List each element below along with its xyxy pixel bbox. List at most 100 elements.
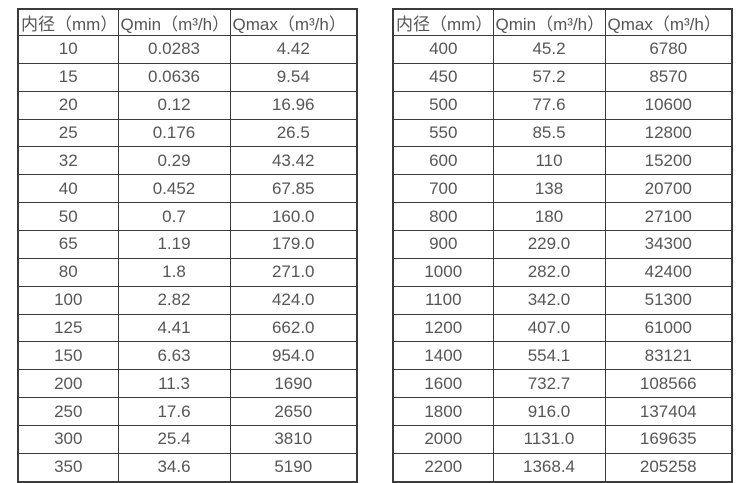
table-row: 2200 1368.4 205258	[392, 452, 733, 483]
table-cell: 67.85	[229, 174, 358, 204]
header-cell: Qmin（m³/h）	[492, 8, 606, 36]
table-cell: 407.0	[492, 313, 606, 343]
table-cell: 50	[17, 202, 119, 232]
table-cell: 100	[17, 285, 119, 315]
table-cell: 0.0283	[117, 35, 231, 64]
table-cell: 662.0	[229, 313, 358, 343]
table-row: 40 0.452 67.85	[17, 174, 358, 204]
table-cell: 800	[392, 202, 494, 232]
table-cell: 6.63	[117, 341, 231, 371]
table-cell: 42400	[604, 257, 733, 287]
table-cell: 25	[17, 118, 119, 148]
table-cell: 0.7	[117, 202, 231, 232]
table-cell: 550	[392, 118, 494, 148]
table-cell: 0.0636	[117, 62, 231, 92]
table-cell: 1600	[392, 369, 494, 399]
table-row: 1000 282.0 42400	[392, 257, 733, 287]
table-cell: 138	[492, 174, 606, 204]
table-cell: 65	[17, 230, 119, 259]
table-cell: 700	[392, 174, 494, 204]
table-cell: 125	[17, 313, 119, 343]
table-row: 80 1.8 271.0	[17, 257, 358, 287]
table-cell: 77.6	[492, 90, 606, 120]
table-cell: 2000	[392, 425, 494, 454]
table-cell: 0.12	[117, 90, 231, 120]
table-cell: 83121	[604, 341, 733, 371]
table-cell: 1131.0	[492, 425, 606, 454]
table-cell: 34.6	[117, 452, 231, 483]
table-row: 1800 916.0 137404	[392, 397, 733, 427]
table-cell: 20	[17, 90, 119, 120]
table-cell: 400	[392, 35, 494, 64]
table-cell: 26.5	[229, 118, 358, 148]
table-cell: 0.452	[117, 174, 231, 204]
table-cell: 1100	[392, 285, 494, 315]
table-cell: 85.5	[492, 118, 606, 148]
table-cell: 424.0	[229, 285, 358, 315]
table-row: 15 0.0636 9.54	[17, 62, 358, 92]
table-cell: 15200	[604, 146, 733, 176]
table-cell: 3810	[229, 425, 358, 454]
table-cell: 20700	[604, 174, 733, 204]
table-cell: 108566	[604, 369, 733, 399]
table-row: 600 110 15200	[392, 146, 733, 176]
table-cell: 250	[17, 397, 119, 427]
table-cell: 45.2	[492, 35, 606, 64]
table-cell: 1800	[392, 397, 494, 427]
table-cell: 229.0	[492, 230, 606, 259]
table-cell: 27100	[604, 202, 733, 232]
table-cell: 954.0	[229, 341, 358, 371]
table-cell: 0.176	[117, 118, 231, 148]
table-cell: 150	[17, 341, 119, 371]
table-cell: 1200	[392, 313, 494, 343]
table-cell: 137404	[604, 397, 733, 427]
table-cell: 17.6	[117, 397, 231, 427]
header-cell: 内径（mm）	[17, 8, 119, 36]
table-cell: 9.54	[229, 62, 358, 92]
table-cell: 8570	[604, 62, 733, 92]
table-row: 25 0.176 26.5	[17, 118, 358, 148]
table-cell: 5190	[229, 452, 358, 483]
table-cell: 732.7	[492, 369, 606, 399]
table-cell: 0.29	[117, 146, 231, 176]
table-row: 32 0.29 43.42	[17, 146, 358, 176]
table-row: 350 34.6 5190	[17, 452, 358, 483]
table-cell: 11.3	[117, 369, 231, 399]
table-cell: 1.19	[117, 230, 231, 259]
table-cell: 40	[17, 174, 119, 204]
table-cell: 10	[17, 35, 119, 64]
table-cell: 205258	[604, 452, 733, 483]
table-row: 1100 342.0 51300	[392, 285, 733, 315]
table-row: 10 0.0283 4.42	[17, 35, 358, 64]
table-row: 1600 732.7 108566	[392, 369, 733, 399]
table-row: 250 17.6 2650	[17, 397, 358, 427]
table-cell: 57.2	[492, 62, 606, 92]
spec-table-large-diameters: 内径（mm） Qmin（m³/h） Qmax（m³/h） 400 45.2 6780 450…	[392, 8, 733, 483]
table-cell: 450	[392, 62, 494, 92]
table-cell: 350	[17, 452, 119, 483]
table-cell: 342.0	[492, 285, 606, 315]
table-row: 800 180 27100	[392, 202, 733, 232]
table-cell: 900	[392, 230, 494, 259]
header-row: 内径（mm） Qmin（m³/h） Qmax（m³/h）	[392, 8, 733, 36]
table-cell: 160.0	[229, 202, 358, 232]
table-row: 700 138 20700	[392, 174, 733, 204]
table-cell: 51300	[604, 285, 733, 315]
table-cell: 282.0	[492, 257, 606, 287]
table-cell: 600	[392, 146, 494, 176]
table-row: 100 2.82 424.0	[17, 285, 358, 315]
table-row: 200 11.3 1690	[17, 369, 358, 399]
header-cell: Qmax（m³/h）	[229, 8, 358, 36]
header-row: 内径（mm） Qmin（m³/h） Qmax（m³/h）	[17, 8, 358, 36]
table-cell: 15	[17, 62, 119, 92]
table-row: 500 77.6 10600	[392, 90, 733, 120]
table-cell: 1000	[392, 257, 494, 287]
table-cell: 2200	[392, 452, 494, 483]
table-cell: 1400	[392, 341, 494, 371]
table-row: 450 57.2 8570	[392, 62, 733, 92]
table-row: 300 25.4 3810	[17, 425, 358, 454]
table-row: 900 229.0 34300	[392, 230, 733, 259]
table-cell: 6780	[604, 35, 733, 64]
table-cell: 1690	[229, 369, 358, 399]
